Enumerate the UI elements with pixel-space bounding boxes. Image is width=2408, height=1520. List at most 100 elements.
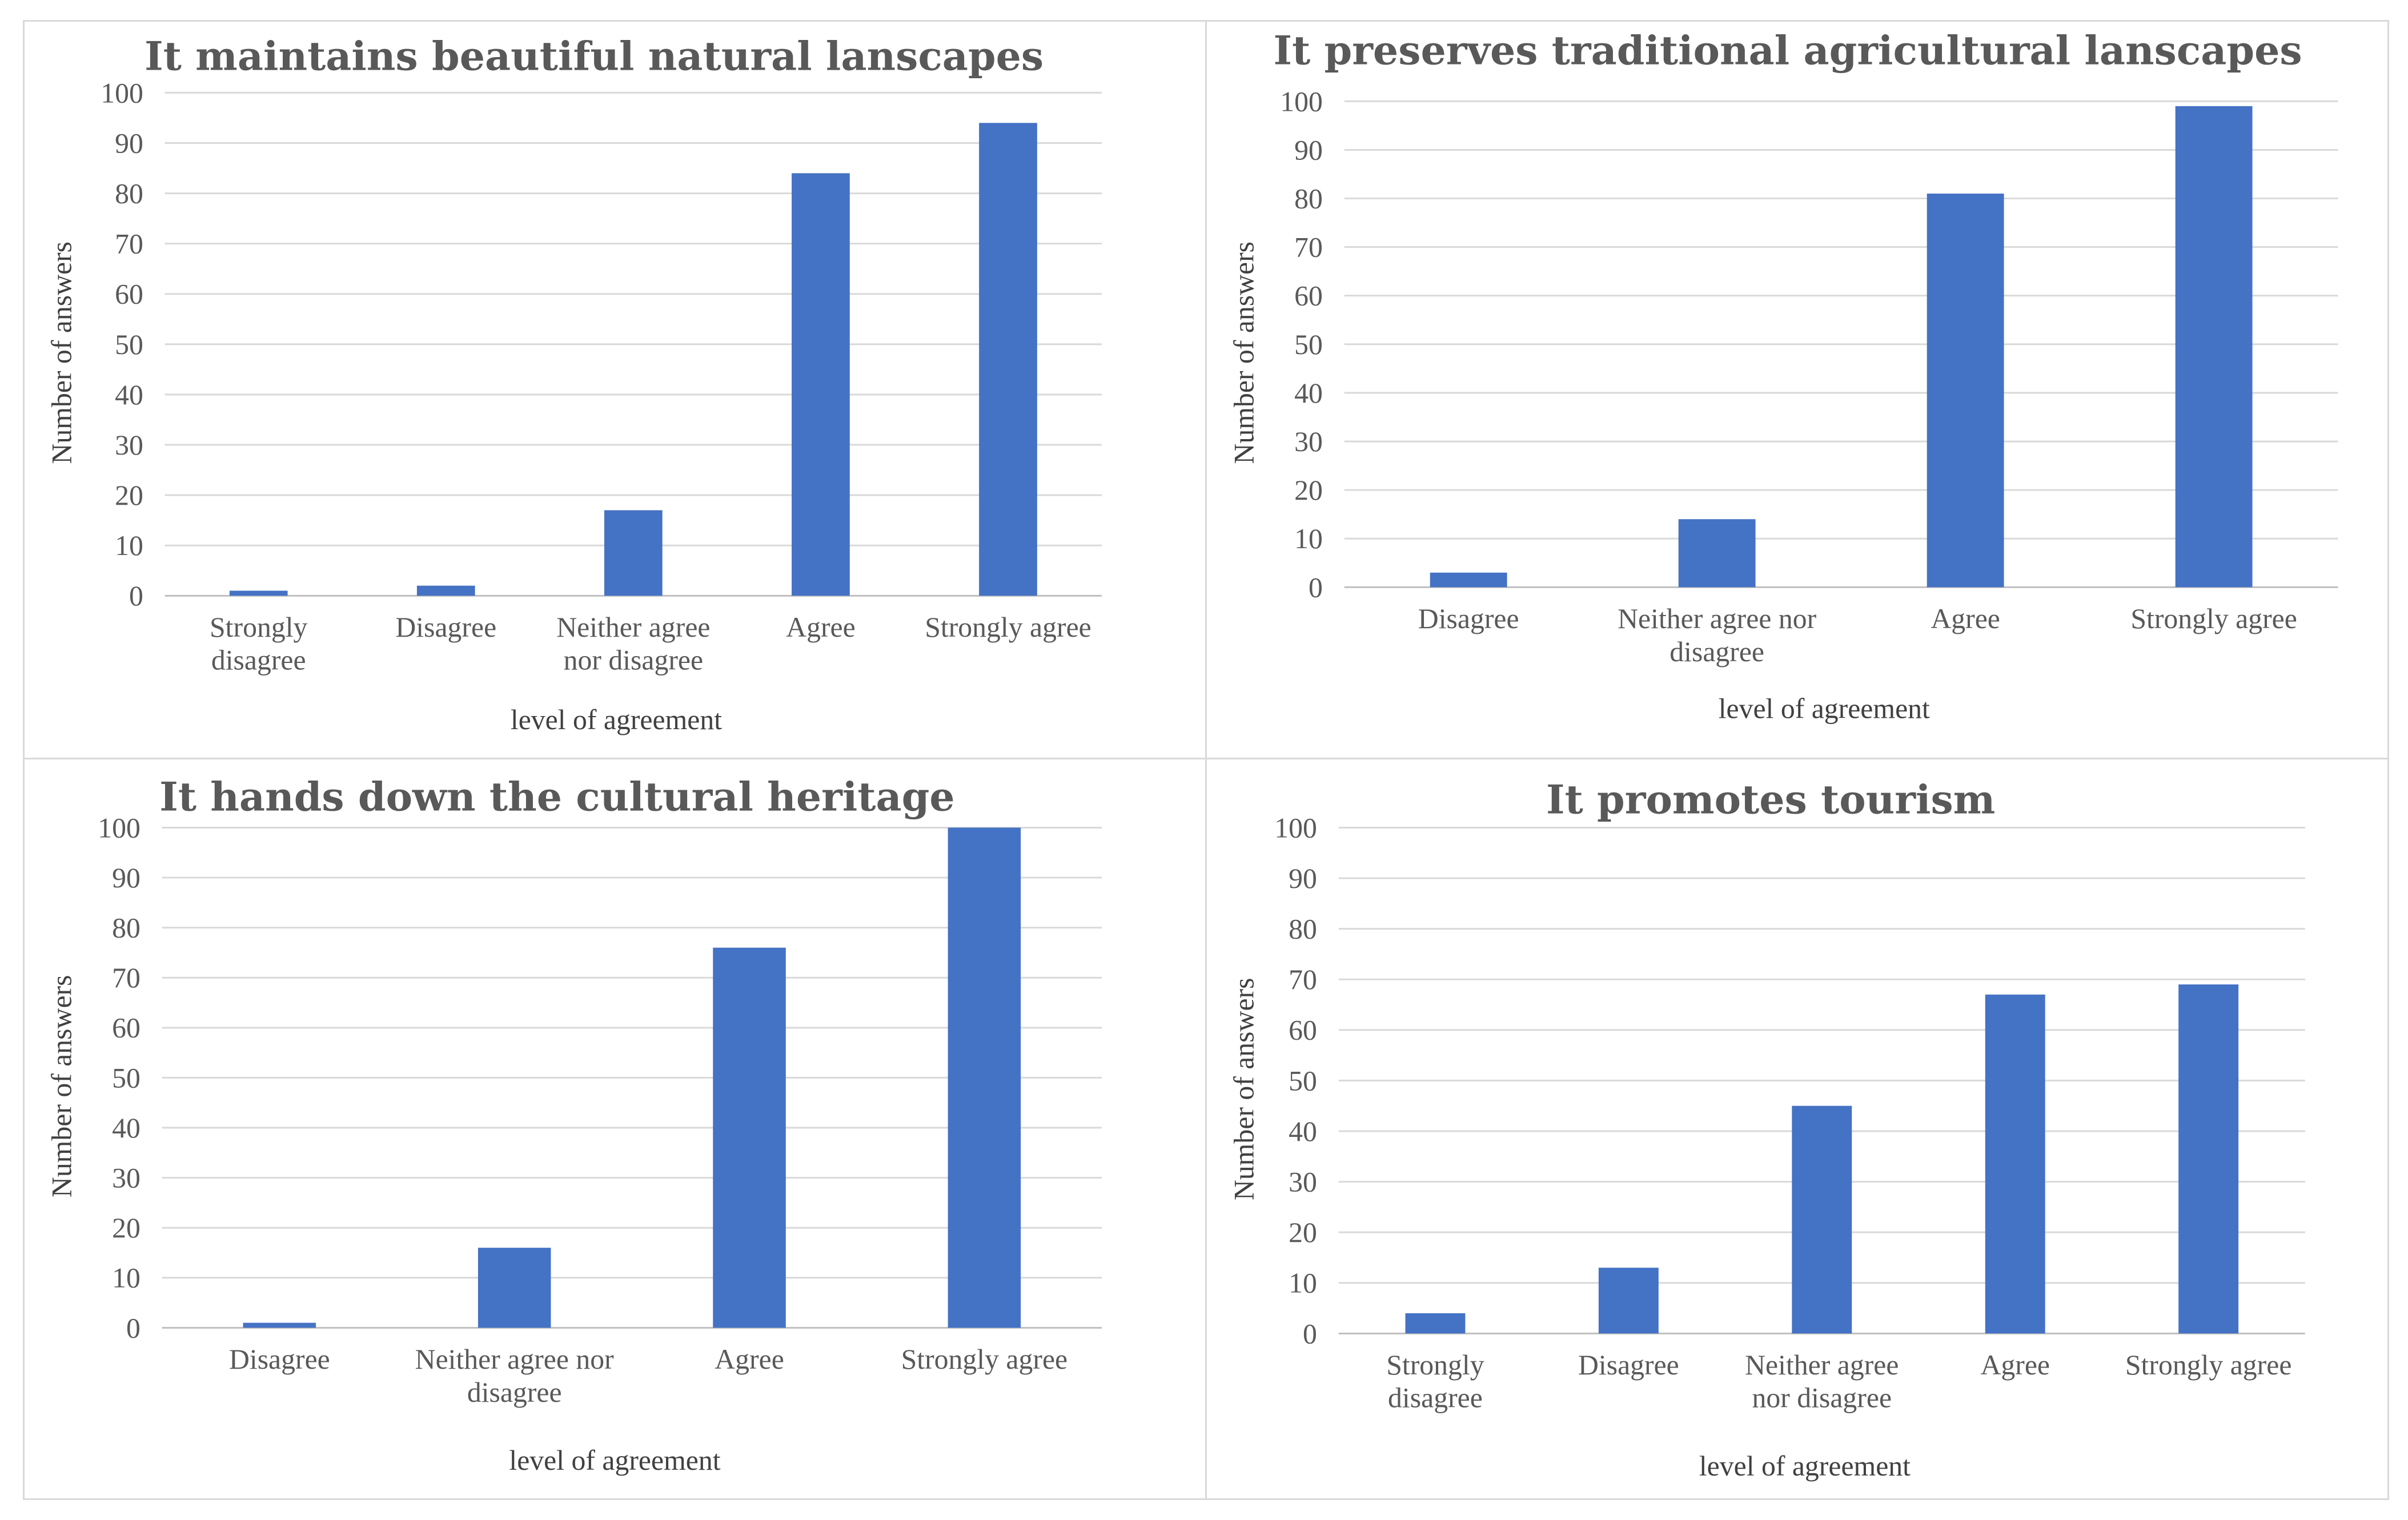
y-tick-label: 20 — [115, 480, 143, 511]
bar — [1405, 1313, 1466, 1334]
y-tick-label: 90 — [112, 862, 141, 894]
x-tick-label: Neither agree nor disagree — [1618, 603, 1816, 667]
y-tick-label: 40 — [1294, 377, 1323, 409]
x-tick-label: Strongly agree — [2125, 1349, 2292, 1381]
y-tick-label: 30 — [1294, 426, 1323, 457]
bar — [713, 947, 786, 1328]
y-tick-label: 40 — [112, 1112, 141, 1144]
y-tick-label: 60 — [112, 1012, 141, 1044]
bar — [1430, 572, 1507, 588]
chart-tourism: It promotes tourism 0 10 20 30 40 50 60 70 80 90 10… — [1228, 777, 2305, 1482]
x-tick-label: Strongly agree — [901, 1344, 1068, 1375]
chart-panel-tourism: It promotes tourism 0 10 20 30 40 50 60 70 80 90 10… — [1205, 758, 2389, 1500]
bar — [2178, 984, 2239, 1334]
y-tick-label: 20 — [1289, 1217, 1317, 1248]
x-tick-label: Disagree — [395, 612, 496, 643]
y-tick-label: 80 — [115, 178, 143, 210]
y-tick-label: 30 — [112, 1163, 141, 1194]
bar — [1678, 519, 1756, 588]
bar — [979, 123, 1037, 596]
bar — [1598, 1268, 1659, 1334]
y-tick-label: 60 — [1289, 1015, 1317, 1046]
y-tick-label: 30 — [115, 429, 143, 461]
y-tick-label: 70 — [1294, 232, 1323, 263]
bar — [2175, 106, 2253, 588]
y-tick-label: 80 — [112, 912, 141, 944]
y-axis-title: Number of answers — [46, 975, 77, 1198]
chart-cultural-heritage: It hands down the cultural heritage 0 10 20… — [46, 774, 1102, 1476]
x-tick-label: Neither agree nor disagree — [415, 1344, 614, 1408]
x-axis-title: level of agreement — [1699, 1450, 1911, 1482]
chart-title: It preserves traditional agricultural la… — [1274, 28, 2302, 74]
y-tick-label: 50 — [115, 329, 143, 360]
y-tick-label: 100 — [1280, 86, 1323, 117]
chart-title: It promotes tourism — [1546, 777, 1995, 823]
y-tick-label: 40 — [115, 379, 143, 411]
chart-panel-agricultural-landscapes: It preserves traditional agricultural la… — [1205, 20, 2389, 759]
bar — [604, 510, 663, 596]
chart-natural-landscapes: It maintains beautiful natural lanscapes… — [46, 34, 1102, 735]
y-tick-label: 70 — [112, 962, 141, 994]
x-tick-label: Strongly agree — [925, 612, 1091, 643]
y-tick-label: 40 — [1289, 1116, 1317, 1147]
x-axis-title: level of agreement — [511, 704, 722, 735]
y-tick-label: 0 — [1309, 572, 1323, 603]
y-tick-label: 70 — [115, 228, 143, 260]
y-tick-label: 90 — [1289, 863, 1317, 894]
bar — [477, 1248, 551, 1328]
chart-agricultural-landscapes: It preserves traditional agricultural la… — [1228, 28, 2338, 724]
y-tick-label: 0 — [129, 580, 143, 612]
y-axis-title: Number of answers — [1228, 242, 1259, 464]
x-tick-label: Neither agree nor disagree — [556, 612, 710, 676]
x-tick-label: Agree — [715, 1344, 784, 1375]
y-tick-label: 30 — [1289, 1166, 1317, 1197]
x-tick-label: Strongly agree — [2130, 603, 2297, 634]
bar — [1927, 194, 2004, 588]
y-tick-label: 50 — [1294, 329, 1323, 360]
y-tick-label: 90 — [1294, 134, 1323, 166]
bar — [229, 590, 288, 596]
y-tick-label: 20 — [112, 1212, 141, 1244]
bar — [1985, 994, 2045, 1334]
y-tick-label: 80 — [1289, 914, 1317, 945]
y-tick-label: 0 — [1303, 1318, 1317, 1349]
y-tick-label: 80 — [1294, 183, 1323, 214]
chart-title: It hands down the cultural heritage — [159, 774, 954, 821]
y-tick-label: 90 — [115, 127, 143, 159]
x-tick-label: Strongly disagree — [210, 612, 308, 676]
bar — [792, 173, 850, 596]
y-tick-label: 10 — [112, 1262, 141, 1294]
bar — [243, 1322, 316, 1328]
chart-panel-cultural-heritage: It hands down the cultural heritage 0 10 20… — [23, 758, 1207, 1500]
bar — [1792, 1105, 1852, 1334]
x-tick-label: Agree — [1980, 1349, 2050, 1381]
y-tick-label: 100 — [1274, 812, 1317, 843]
y-axis-title: Number of answers — [46, 242, 77, 464]
y-tick-label: 10 — [115, 530, 143, 561]
y-tick-label: 60 — [1294, 280, 1323, 312]
x-tick-label: Disagree — [1578, 1349, 1679, 1381]
x-tick-label: Agree — [1931, 603, 2000, 634]
y-tick-label: 20 — [1294, 475, 1323, 506]
y-tick-label: 50 — [1289, 1065, 1317, 1096]
y-tick-label: 100 — [101, 77, 143, 108]
x-tick-label: Neither agree nor disagree — [1745, 1349, 1899, 1414]
y-tick-label: 100 — [98, 812, 141, 843]
y-tick-label: 50 — [112, 1062, 141, 1093]
x-axis-title: level of agreement — [509, 1445, 720, 1476]
y-tick-label: 10 — [1294, 523, 1323, 554]
chart-title: It maintains beautiful natural lanscapes — [145, 34, 1044, 80]
y-tick-label: 10 — [1289, 1268, 1317, 1299]
x-tick-label: Strongly disagree — [1386, 1349, 1484, 1414]
x-tick-label: Disagree — [229, 1344, 330, 1375]
x-tick-label: Disagree — [1418, 603, 1519, 634]
bar — [416, 585, 475, 596]
y-axis-title: Number of answers — [1228, 978, 1259, 1201]
y-tick-label: 60 — [115, 279, 143, 310]
y-tick-label: 0 — [126, 1312, 141, 1344]
y-tick-label: 70 — [1289, 964, 1317, 995]
x-axis-title: level of agreement — [1719, 693, 1930, 724]
chart-panel-natural-landscapes: It maintains beautiful natural lanscapes… — [23, 20, 1207, 759]
x-tick-label: Agree — [786, 612, 856, 643]
bar — [948, 827, 1021, 1328]
